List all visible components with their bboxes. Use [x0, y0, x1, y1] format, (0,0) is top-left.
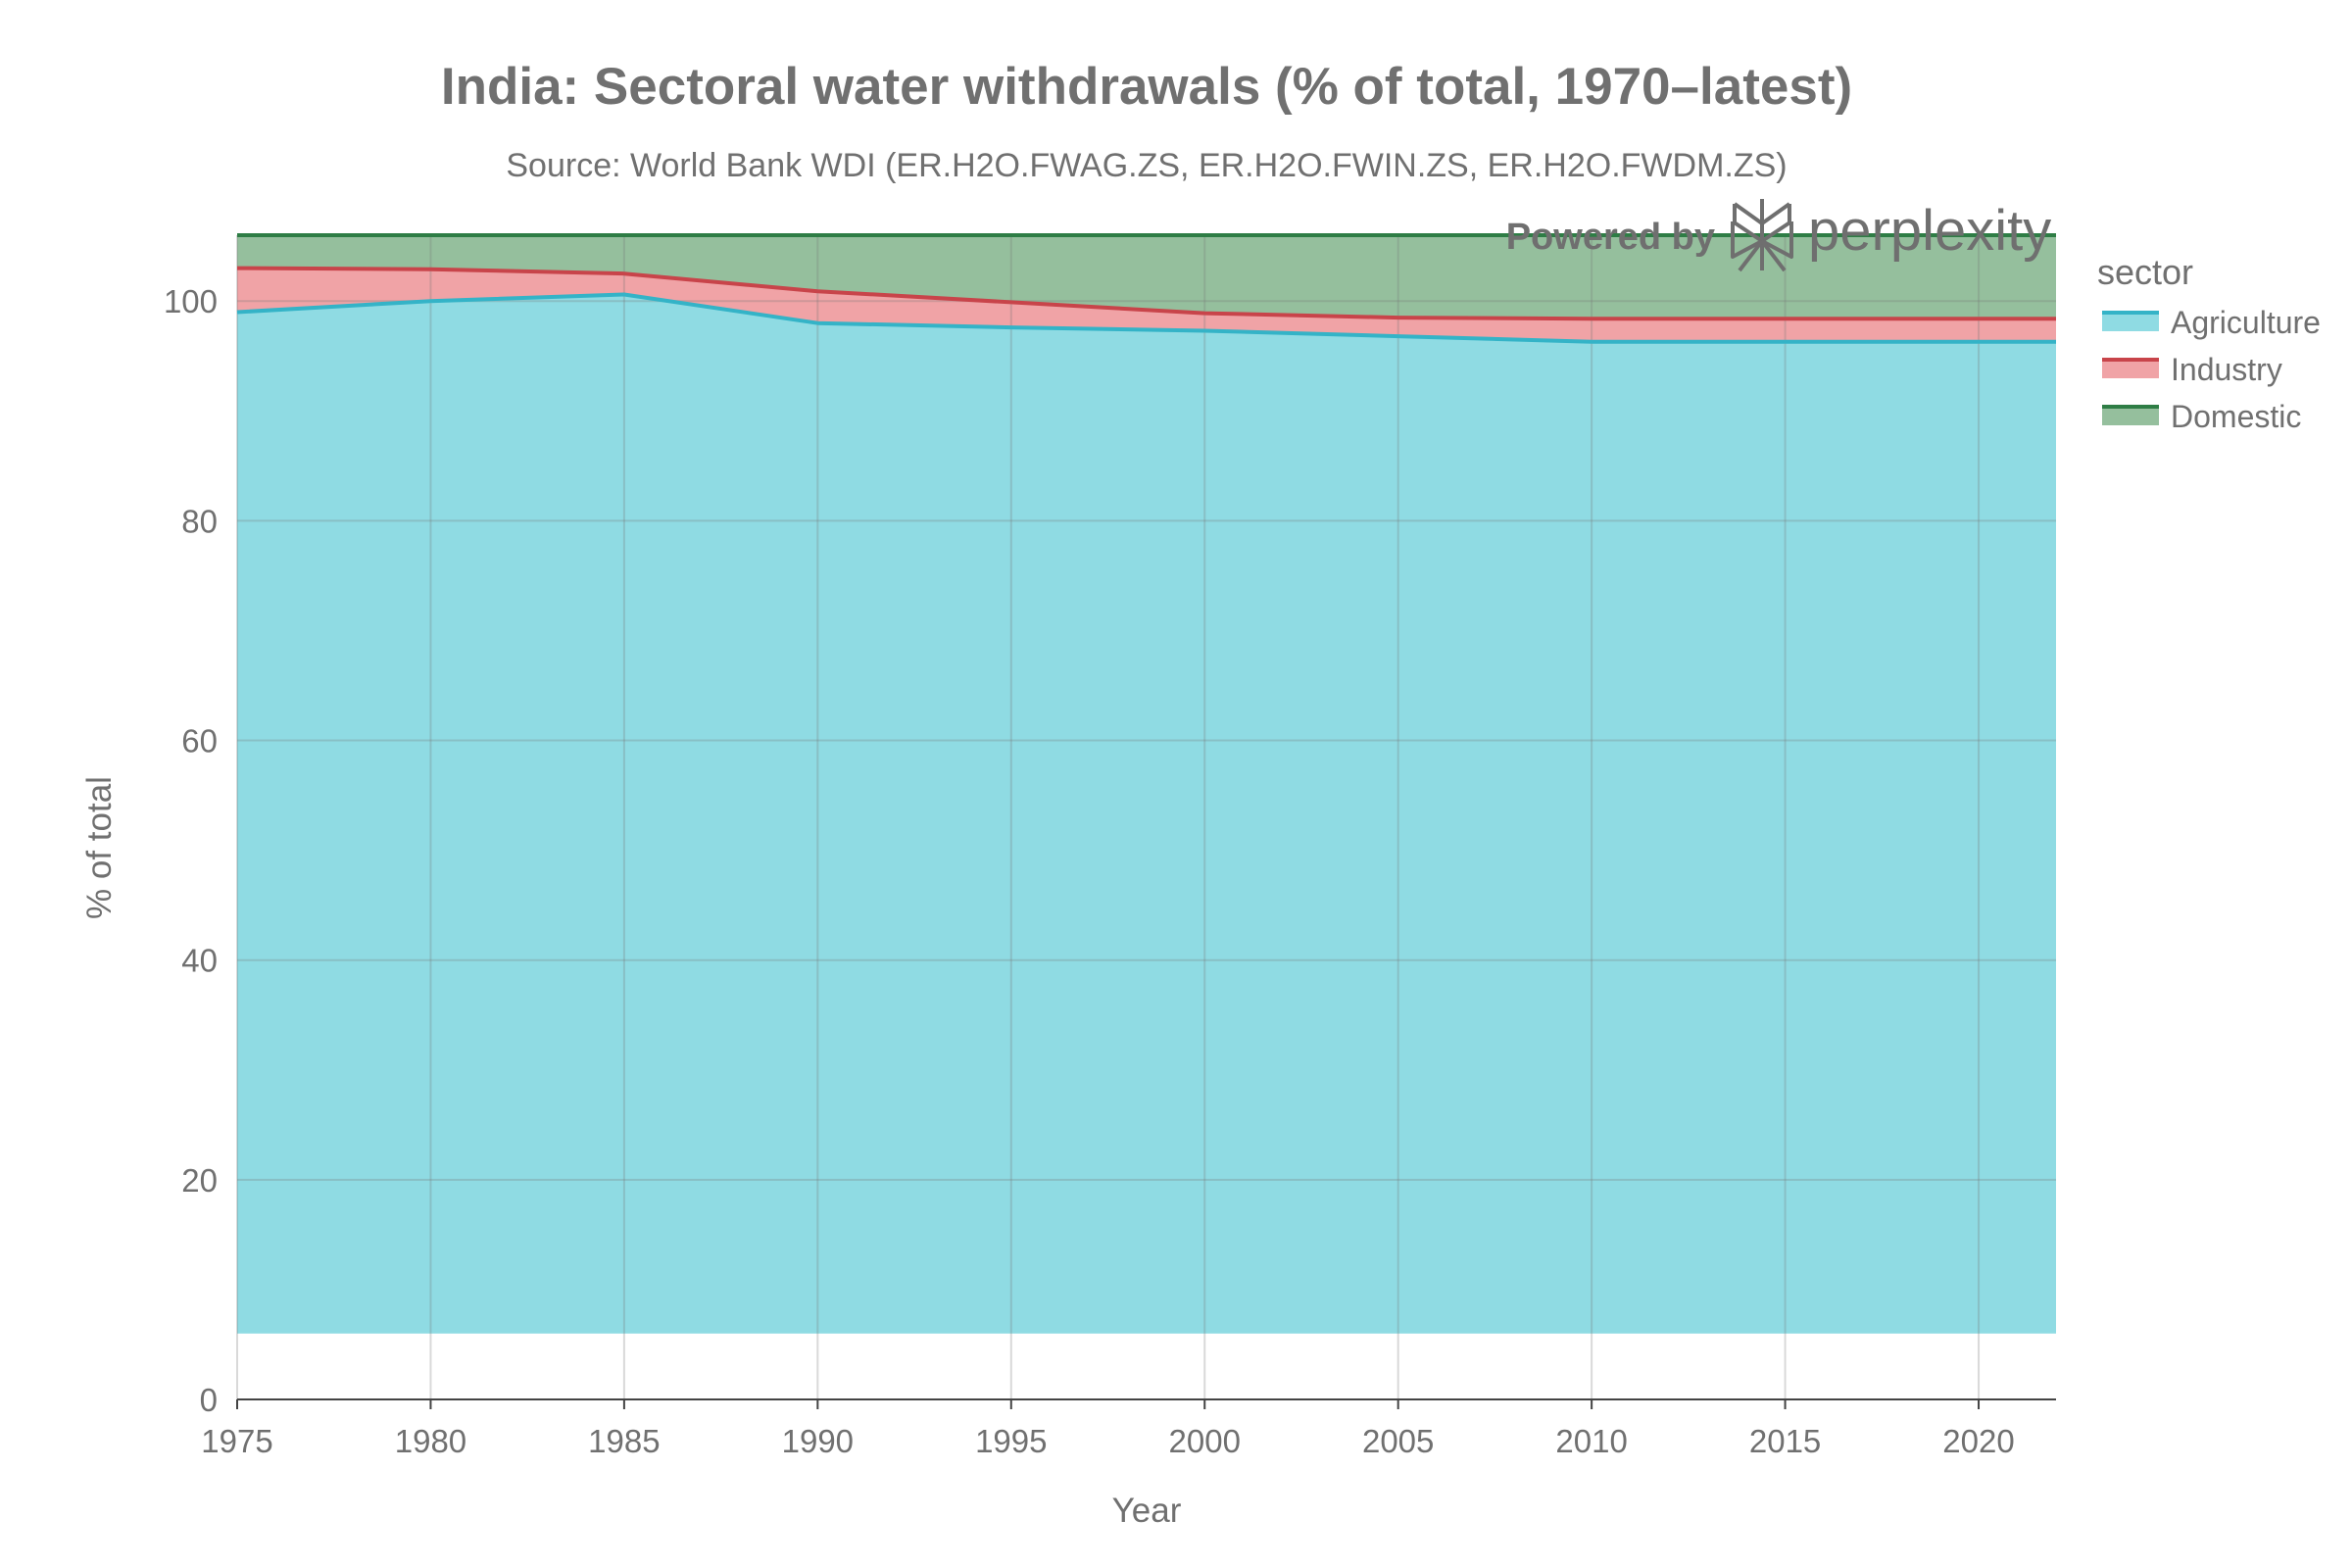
area-industry — [237, 268, 2056, 342]
legend-swatch-domestic — [2102, 406, 2159, 425]
legend-label-industry: Industry — [2171, 352, 2282, 387]
x-tick-label: 1985 — [588, 1423, 660, 1459]
x-tick-label: 1990 — [782, 1423, 854, 1459]
line-industry — [236, 266, 2056, 321]
perplexity-logo-icon — [1731, 199, 1793, 272]
x-tick-label: 1975 — [201, 1423, 272, 1459]
y-tick-label: 20 — [181, 1162, 218, 1199]
legend-label-agriculture: Agriculture — [2171, 305, 2321, 340]
x-tick-label: 2015 — [1749, 1423, 1821, 1459]
legend-label-domestic: Domestic — [2171, 399, 2301, 434]
chart-title: India: Sectoral water withdrawals (% of … — [441, 58, 1852, 116]
legend: sector Agriculture Industry Domestic — [2097, 252, 2321, 434]
legend-swatch-industry — [2102, 359, 2159, 378]
y-axis-title: % of total — [80, 776, 119, 919]
x-tick-label: 2010 — [1555, 1423, 1627, 1459]
area-domestic — [237, 235, 2056, 319]
y-tick-label: 60 — [181, 723, 218, 760]
x-tick-label: 1995 — [975, 1423, 1047, 1459]
line-agriculture — [236, 292, 2056, 344]
x-tick-label: 2005 — [1362, 1423, 1434, 1459]
perplexity-brand-text: perplexity — [1808, 199, 2051, 263]
area-agriculture — [237, 294, 2056, 1334]
x-tick-label: 1980 — [395, 1423, 466, 1459]
x-axis-title: Year — [1112, 1492, 1182, 1530]
legend-swatch-agriculture — [2102, 312, 2159, 331]
x-tick-label: 2020 — [1942, 1423, 2014, 1459]
chart-subtitle: Source: World Bank WDI (ER.H2O.FWAG.ZS, … — [506, 147, 1787, 184]
y-tick-label: 100 — [164, 283, 218, 319]
legend-title: sector — [2097, 252, 2193, 292]
powered-by-watermark: Powered by perplexity — [1506, 199, 2051, 272]
y-tick-label: 0 — [200, 1382, 218, 1418]
y-tick-label: 40 — [181, 943, 218, 979]
plot-area: 1975 1980 1985 1990 1995 2000 2005 2010 2015 2020… — [164, 233, 2056, 1459]
y-tick-label: 80 — [181, 503, 218, 539]
x-tick-label: 2000 — [1169, 1423, 1241, 1459]
powered-by-label: Powered by — [1506, 217, 1715, 258]
